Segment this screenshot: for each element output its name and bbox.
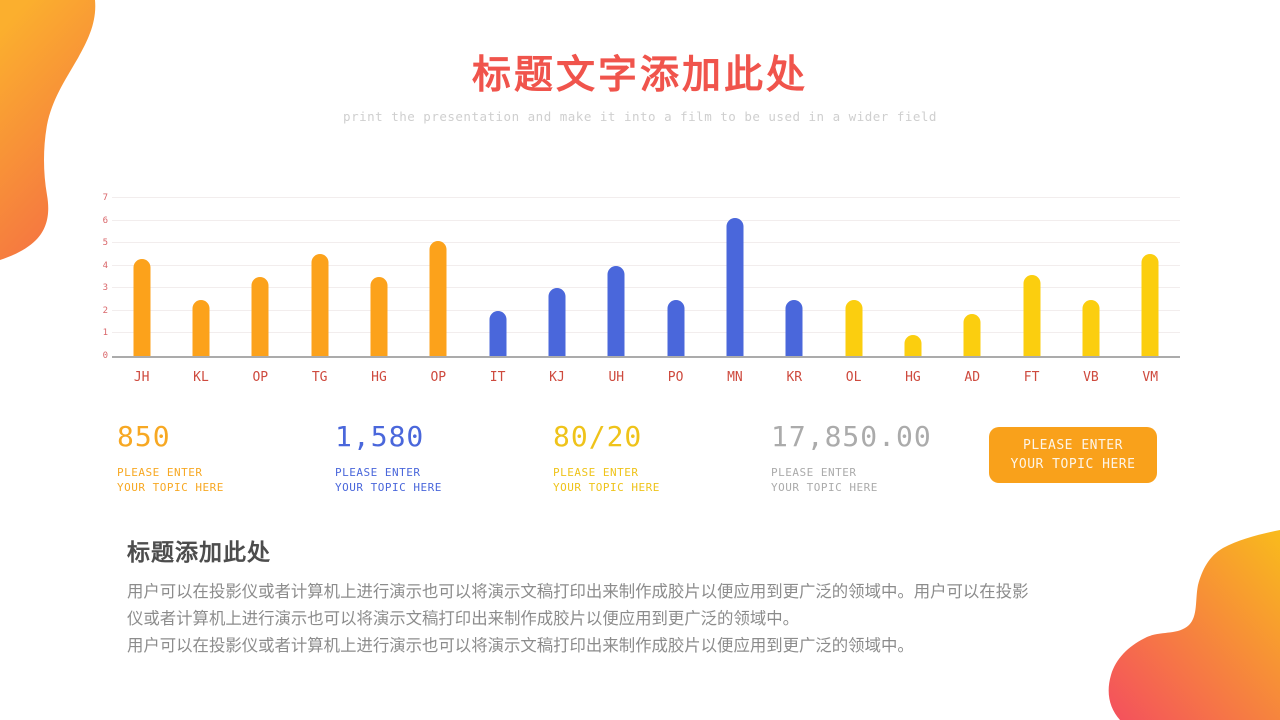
bar-columns	[112, 200, 1180, 356]
bar-chart: 0 1 2 3 4 5 6 7 JH KL OP TG HG OP IT KJ UH PO MN KR OL HG AD F…	[103, 193, 1180, 385]
stat-label: PLEASE ENTER YOUR TOPIC HERE	[553, 466, 660, 494]
bar-hg-4	[370, 277, 388, 356]
y-axis-tick-label: 3	[102, 283, 108, 294]
section-heading: 标题添加此处	[127, 540, 271, 565]
slide-header: 标题文字添加此处 print the presentation and make…	[0, 44, 1280, 124]
bar-column	[290, 200, 349, 356]
stat-label: PLEASE ENTER YOUR TOPIC HERE	[771, 466, 878, 494]
bar-kr-11	[785, 299, 803, 356]
gridline	[112, 309, 1180, 311]
x-axis-label: OP	[252, 370, 269, 385]
bar-vm-17	[1141, 254, 1159, 356]
y-axis-tick-label: 0	[102, 351, 108, 361]
bar-column	[349, 200, 408, 356]
topic-button[interactable]: PLEASE ENTER YOUR TOPIC HERE	[989, 427, 1157, 483]
bar-column	[587, 200, 646, 356]
bar-column	[765, 200, 824, 356]
chart-plot-area: 0 1 2 3 4 5 6 7	[103, 193, 1180, 361]
x-axis-label: UH	[608, 370, 625, 385]
decorative-blob-bottom-right	[1108, 530, 1280, 720]
bar-vb-16	[1082, 299, 1100, 356]
y-axis-tick-label: 6	[102, 215, 108, 226]
stat-block-4: 17,850.00 PLEASE ENTER YOUR TOPIC HERE	[771, 420, 989, 495]
y-axis-tick-label: 1	[102, 328, 108, 339]
bar-column	[646, 200, 705, 356]
bar-tg-3	[311, 254, 329, 356]
page-subtitle: print the presentation and make it into …	[343, 109, 937, 124]
x-axis-label: MN	[727, 370, 743, 385]
gridline	[112, 264, 1180, 266]
x-axis-label: FT	[1023, 370, 1040, 385]
bar-column	[409, 200, 468, 356]
bar-kl-1	[192, 299, 210, 356]
x-axis-label: KR	[786, 370, 803, 385]
gridline	[112, 242, 1180, 244]
bar-column	[468, 200, 527, 356]
bar-column	[527, 200, 586, 356]
stat-block-1: 850 PLEASE ENTER YOUR TOPIC HERE	[117, 420, 335, 495]
chart-x-axis-labels: JH KL OP TG HG OP IT KJ UH PO MN KR OL HG AD FT VB VM	[112, 370, 1180, 385]
bar-column	[943, 200, 1002, 356]
section-paragraph-1: 用户可以在投影仪或者计算机上进行演示也可以将演示文稿打印出来制作成胶片以便应用到…	[127, 582, 1029, 628]
bar-hg-13	[904, 334, 922, 356]
stat-label: PLEASE ENTER YOUR TOPIC HERE	[117, 466, 224, 494]
bar-po-9	[667, 299, 685, 356]
bar-column	[112, 200, 171, 356]
stats-row: 850 PLEASE ENTER YOUR TOPIC HERE 1,580 P…	[117, 420, 1167, 495]
gridline	[112, 197, 1180, 198]
bar-op-2	[251, 277, 269, 356]
y-axis-tick-label: 5	[102, 238, 108, 249]
bar-column	[171, 200, 230, 356]
section-paragraph-2: 用户可以在投影仪或者计算机上进行演示也可以将演示文稿打印出来制作成胶片以便应用到…	[127, 636, 914, 655]
bar-jh-0	[133, 258, 151, 356]
x-axis-label: TG	[311, 370, 328, 385]
y-axis-tick-label: 7	[102, 193, 108, 203]
stat-block-3: 80/20 PLEASE ENTER YOUR TOPIC HERE	[553, 420, 771, 495]
bar-column	[1121, 200, 1180, 356]
bar-column	[231, 200, 290, 356]
y-axis-tick-label: 2	[102, 305, 108, 316]
x-axis-label: OL	[845, 370, 862, 385]
x-axis-label: VB	[1083, 370, 1099, 385]
bar-mn-10	[726, 218, 744, 356]
stat-value: 1,580	[335, 420, 425, 453]
x-axis-label: HG	[905, 370, 921, 385]
gridline	[112, 287, 1180, 289]
x-axis-label: JH	[133, 370, 150, 385]
x-axis-label: PO	[667, 370, 684, 385]
x-axis-label: OP	[430, 370, 447, 385]
stat-value: 850	[117, 420, 171, 453]
page-title: 标题文字添加此处	[471, 54, 808, 97]
x-axis-label: KJ	[549, 370, 565, 385]
bar-kj-7	[548, 288, 566, 356]
section-body: 用户可以在投影仪或者计算机上进行演示也可以将演示文稿打印出来制作成胶片以便应用到…	[127, 578, 1032, 659]
bar-column	[1002, 200, 1061, 356]
x-axis-label: AD	[964, 370, 981, 385]
gridline	[112, 332, 1180, 334]
bar-column	[824, 200, 883, 356]
x-axis-label: IT	[489, 370, 506, 385]
bottom-section: 标题添加此处 用户可以在投影仪或者计算机上进行演示也可以将演示文稿打印出来制作成…	[127, 533, 1032, 659]
x-axis-label: VM	[1142, 370, 1159, 385]
x-axis-label: HG	[371, 370, 387, 385]
bar-ft-15	[1023, 274, 1041, 356]
bar-column	[883, 200, 942, 356]
gridline	[112, 219, 1180, 221]
stat-label: PLEASE ENTER YOUR TOPIC HERE	[335, 466, 442, 494]
bar-it-6	[489, 310, 507, 356]
bar-ol-12	[845, 299, 863, 356]
bar-column	[705, 200, 764, 356]
bar-ad-14	[963, 314, 981, 356]
stat-block-2: 1,580 PLEASE ENTER YOUR TOPIC HERE	[335, 420, 553, 495]
bar-op-5	[429, 240, 447, 356]
bar-uh-8	[607, 265, 625, 356]
x-axis-label: KL	[193, 370, 209, 385]
stat-value: 80/20	[553, 420, 643, 453]
bar-column	[1061, 200, 1120, 356]
stat-value: 17,850.00	[771, 420, 932, 453]
y-axis-tick-label: 4	[102, 260, 108, 271]
